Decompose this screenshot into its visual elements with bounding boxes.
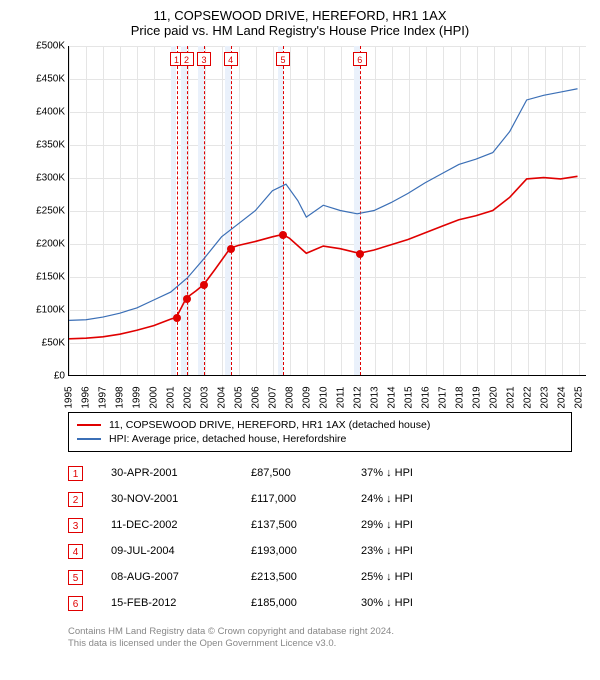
legend-swatch — [77, 438, 101, 440]
transaction-price: £193,000 — [251, 545, 361, 557]
x-axis-label: 2006 — [250, 386, 261, 408]
transaction-row: 3 11-DEC-2002£137,50029% ↓ HPI — [68, 512, 572, 538]
x-axis-label: 2013 — [369, 386, 380, 408]
x-axis-label: 2021 — [505, 386, 516, 408]
transaction-marker: 5 — [68, 570, 83, 585]
x-axis-label: 2001 — [165, 386, 176, 408]
y-axis-label: £250K — [27, 206, 65, 217]
x-axis-label: 2004 — [216, 386, 227, 408]
y-axis-label: £400K — [27, 107, 65, 118]
y-axis-label: £450K — [27, 74, 65, 85]
transaction-diff: 25% ↓ HPI — [361, 571, 481, 583]
transaction-date: 09-JUL-2004 — [111, 545, 251, 557]
legend-label: HPI: Average price, detached house, Here… — [109, 433, 346, 445]
transaction-price: £87,500 — [251, 467, 361, 479]
x-axis-label: 2022 — [522, 386, 533, 408]
transaction-date: 30-NOV-2001 — [111, 493, 251, 505]
series-property — [69, 176, 578, 339]
transaction-diff: 30% ↓ HPI — [361, 597, 481, 609]
legend: 11, COPSEWOOD DRIVE, HEREFORD, HR1 1AX (… — [68, 412, 572, 452]
x-axis-label: 2015 — [403, 386, 414, 408]
footer-text: Contains HM Land Registry data © Crown c… — [68, 626, 588, 651]
legend-swatch — [77, 424, 101, 426]
transaction-diff: 24% ↓ HPI — [361, 493, 481, 505]
transaction-date: 11-DEC-2002 — [111, 519, 251, 531]
transaction-marker: 2 — [68, 492, 83, 507]
x-axis-label: 2003 — [199, 386, 210, 408]
x-axis-label: 1996 — [80, 386, 91, 408]
x-axis-label: 2018 — [454, 386, 465, 408]
transaction-diff: 37% ↓ HPI — [361, 467, 481, 479]
footer-line-1: Contains HM Land Registry data © Crown c… — [68, 626, 588, 638]
transaction-price: £213,500 — [251, 571, 361, 583]
y-axis-label: £350K — [27, 140, 65, 151]
y-axis-label: £200K — [27, 239, 65, 250]
transaction-row: 5 08-AUG-2007£213,50025% ↓ HPI — [68, 564, 572, 590]
x-axis-label: 2008 — [284, 386, 295, 408]
x-axis-label: 2025 — [573, 386, 584, 408]
x-axis-label: 2024 — [556, 386, 567, 408]
transaction-diff: 29% ↓ HPI — [361, 519, 481, 531]
y-axis-label: £500K — [27, 41, 65, 52]
transaction-price: £185,000 — [251, 597, 361, 609]
price-chart: £0 £50K £100K £150K £200K £250K £300K £350K £400… — [26, 46, 586, 406]
transaction-row: 6 15-FEB-2012£185,00030% ↓ HPI — [68, 590, 572, 616]
x-axis-label: 2011 — [335, 387, 346, 409]
legend-item: 11, COPSEWOOD DRIVE, HEREFORD, HR1 1AX (… — [77, 419, 563, 431]
legend-label: 11, COPSEWOOD DRIVE, HEREFORD, HR1 1AX (… — [109, 419, 430, 431]
footer-line-2: This data is licensed under the Open Gov… — [68, 638, 588, 650]
transaction-marker: 4 — [68, 544, 83, 559]
y-axis-label: £300K — [27, 173, 65, 184]
y-axis-label: £150K — [27, 272, 65, 283]
chart-container: 11, COPSEWOOD DRIVE, HEREFORD, HR1 1AX P… — [0, 0, 600, 659]
x-axis-label: 2012 — [352, 386, 363, 408]
transaction-table: 1 30-APR-2001£87,50037% ↓ HPI 2 30-NOV-2001… — [68, 460, 572, 616]
x-axis-label: 2009 — [301, 386, 312, 408]
transaction-diff: 23% ↓ HPI — [361, 545, 481, 557]
x-axis-label: 1995 — [64, 386, 75, 408]
page-title: 11, COPSEWOOD DRIVE, HEREFORD, HR1 1AX — [12, 8, 588, 23]
x-axis-label: 1999 — [131, 386, 142, 408]
x-axis-label: 1997 — [97, 386, 108, 408]
x-axis-label: 2005 — [233, 386, 244, 408]
transaction-price: £137,500 — [251, 519, 361, 531]
y-axis-label: £0 — [27, 371, 65, 382]
x-axis-label: 2016 — [420, 386, 431, 408]
y-axis-label: £50K — [27, 338, 65, 349]
transaction-marker: 3 — [68, 518, 83, 533]
x-axis-label: 2020 — [488, 386, 499, 408]
transaction-date: 08-AUG-2007 — [111, 571, 251, 583]
transaction-marker: 6 — [68, 596, 83, 611]
transaction-row: 2 30-NOV-2001£117,00024% ↓ HPI — [68, 486, 572, 512]
transaction-row: 4 09-JUL-2004£193,00023% ↓ HPI — [68, 538, 572, 564]
y-axis-label: £100K — [27, 305, 65, 316]
x-axis-label: 2019 — [471, 386, 482, 408]
transaction-price: £117,000 — [251, 493, 361, 505]
x-axis-label: 2000 — [148, 386, 159, 408]
transaction-marker: 1 — [68, 466, 83, 481]
x-axis-label: 2007 — [267, 386, 278, 408]
x-axis-label: 2023 — [539, 386, 550, 408]
legend-item: HPI: Average price, detached house, Here… — [77, 433, 563, 445]
x-axis-label: 1998 — [114, 386, 125, 408]
x-axis-label: 2002 — [182, 386, 193, 408]
x-axis-label: 2014 — [386, 386, 397, 408]
transaction-date: 30-APR-2001 — [111, 467, 251, 479]
transaction-date: 15-FEB-2012 — [111, 597, 251, 609]
x-axis-label: 2010 — [318, 386, 329, 408]
x-axis-label: 2017 — [437, 386, 448, 408]
transaction-row: 1 30-APR-2001£87,50037% ↓ HPI — [68, 460, 572, 486]
page-subtitle: Price paid vs. HM Land Registry's House … — [12, 23, 588, 38]
